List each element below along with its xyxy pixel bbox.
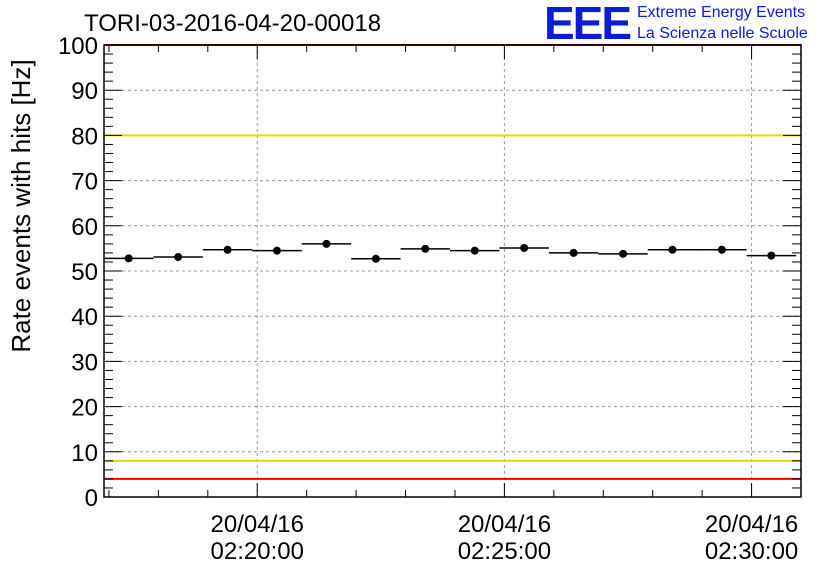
data-point [124,254,133,263]
y-tick-label: 70 [71,169,98,196]
y-tick-label: 100 [58,33,98,60]
y-tick-label: 0 [85,485,98,512]
y-tick-label: 80 [71,123,98,150]
data-point [520,243,529,252]
run-title: TORI-03-2016-04-20-00018 [84,10,382,37]
logo-subtitle-2: La Scienza nelle Scuole [637,25,808,42]
data-point [223,245,232,254]
grid [104,45,801,497]
data-point [322,239,331,248]
axis-ticks [104,44,802,498]
data-points [104,239,797,263]
y-tick-label: 60 [71,214,98,241]
data-point [371,254,380,263]
data-point [668,245,677,254]
eee-logo: EEE [544,0,632,49]
y-tick-label: 20 [71,395,98,422]
data-point [470,246,479,255]
x-tick-date: 20/04/16 [705,511,798,538]
y-tick-label: 10 [71,440,98,467]
data-point [767,251,776,260]
x-tick-time: 02:25:00 [458,538,551,565]
data-point [174,252,183,261]
y-tick-label: 40 [71,304,98,331]
y-tick-label: 50 [71,259,98,286]
x-tick-date: 20/04/16 [211,511,304,538]
x-tick-time: 02:20:00 [211,538,304,565]
data-point [619,249,628,258]
data-point [421,244,430,253]
y-tick-label: 90 [71,78,98,105]
y-tick-label: 30 [71,349,98,376]
data-point [273,246,282,255]
y-axis-label: Rate events with hits [Hz] [6,59,36,352]
x-tick-date: 20/04/16 [458,511,551,538]
data-point [717,245,726,254]
axis-labels: 010203040506070809010020/04/1602:20:0020… [6,33,798,565]
data-point [569,248,578,257]
x-tick-time: 02:30:00 [705,538,798,565]
threshold-lines [104,44,801,480]
logo-subtitle-1: Extreme Energy Events [637,4,806,21]
